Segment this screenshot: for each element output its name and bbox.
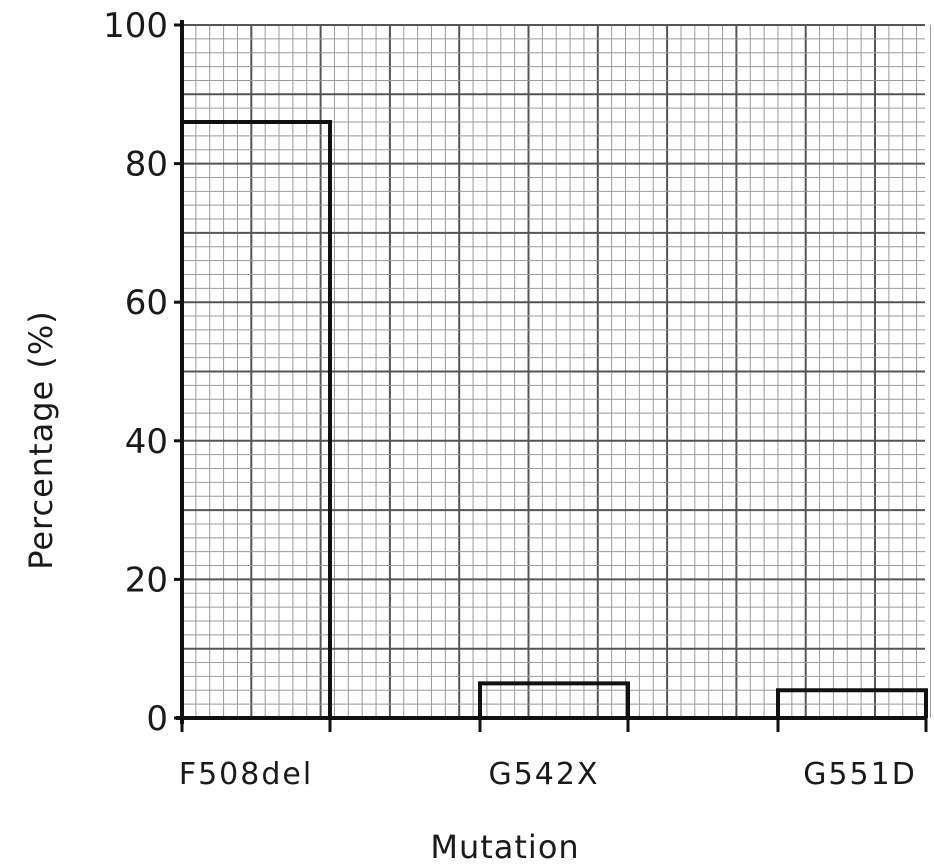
y-tick-label-40: 40 bbox=[125, 422, 168, 462]
y-tick-label-100: 100 bbox=[103, 6, 168, 46]
x-axis-title: Mutation bbox=[430, 828, 579, 866]
y-axis-title: Percentage (%) bbox=[22, 310, 60, 570]
y-tick-label-0: 0 bbox=[146, 699, 168, 739]
x-tick-labels: F508del G542X G551D bbox=[179, 718, 928, 792]
y-tick-labels: 0 20 40 60 80 100 bbox=[103, 6, 182, 739]
y-tick-label-20: 20 bbox=[125, 560, 168, 600]
bar-g542x bbox=[478, 681, 630, 718]
graph-paper-grid bbox=[181, 24, 931, 719]
bars bbox=[180, 120, 928, 718]
x-tick-label-f508del: F508del bbox=[179, 757, 313, 792]
x-tick-label-g551d: G551D bbox=[803, 757, 917, 792]
y-tick-label-60: 60 bbox=[125, 283, 168, 323]
x-tick-label-g542x: G542X bbox=[488, 757, 599, 792]
axes bbox=[176, 20, 925, 724]
y-tick-label-80: 80 bbox=[125, 145, 168, 185]
bar-f508del bbox=[180, 120, 332, 718]
bar-g551d bbox=[776, 688, 928, 718]
